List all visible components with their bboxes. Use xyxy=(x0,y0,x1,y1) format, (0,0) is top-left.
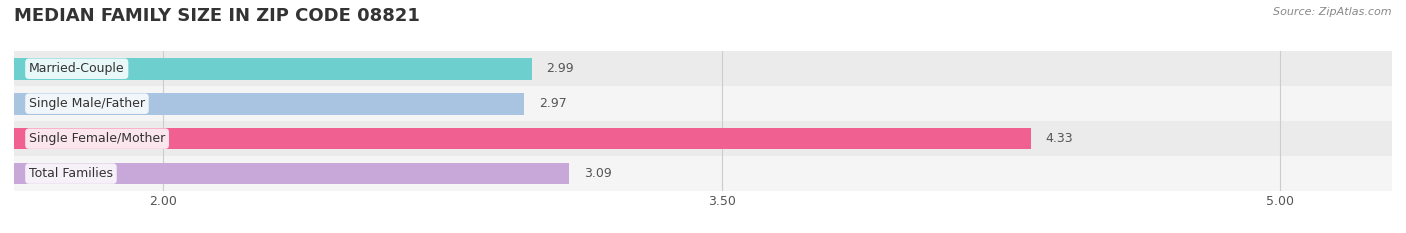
Bar xyxy=(14,156,1392,191)
Text: Source: ZipAtlas.com: Source: ZipAtlas.com xyxy=(1274,7,1392,17)
Bar xyxy=(14,86,1392,121)
Text: 3.09: 3.09 xyxy=(583,167,612,180)
Text: 2.97: 2.97 xyxy=(538,97,567,110)
Bar xyxy=(14,121,1392,156)
Text: Total Families: Total Families xyxy=(30,167,112,180)
Bar xyxy=(14,128,1031,150)
Text: Married-Couple: Married-Couple xyxy=(30,62,125,75)
Text: MEDIAN FAMILY SIZE IN ZIP CODE 08821: MEDIAN FAMILY SIZE IN ZIP CODE 08821 xyxy=(14,7,420,25)
Bar xyxy=(14,163,569,185)
Text: Single Female/Mother: Single Female/Mother xyxy=(30,132,166,145)
Bar xyxy=(14,58,531,80)
Bar xyxy=(14,93,524,115)
Text: Single Male/Father: Single Male/Father xyxy=(30,97,145,110)
Text: 2.99: 2.99 xyxy=(547,62,574,75)
Text: 4.33: 4.33 xyxy=(1046,132,1073,145)
Bar xyxy=(14,51,1392,86)
